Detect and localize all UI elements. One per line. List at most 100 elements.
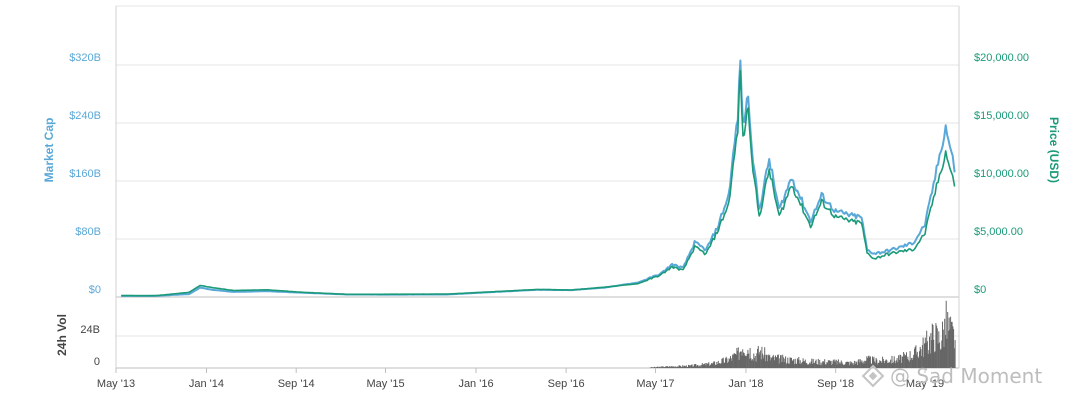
volume-bar [660,367,662,368]
volume-bar [754,358,756,368]
volume-bar [907,356,909,368]
volume-bar [777,354,779,368]
volume-bar [761,346,763,368]
volume-bar [904,355,906,368]
volume-bar [949,329,951,368]
volume-bar [764,361,766,368]
volume-bar [692,366,694,368]
volume-bar [722,357,724,368]
volume-bar [681,366,683,368]
volume-bar [701,365,703,368]
volume-bar [920,349,922,368]
volume-bar [689,365,691,368]
volume-bar [746,354,748,368]
volume-bar [947,330,949,368]
volume-bar [696,366,697,368]
volume-bar [828,360,830,368]
volume-bar [676,367,678,368]
volume-bar [666,366,668,368]
volume-bar [809,363,811,368]
volume-bar [898,359,900,368]
volume-bar [654,367,656,368]
volume-bar [822,361,824,368]
volume-bar [806,363,808,368]
volume-bar [704,363,706,368]
volume-bar [702,364,704,368]
volume-bar [820,362,822,368]
volume-bar [724,362,726,368]
volume-bar [669,367,671,368]
volume-bar [669,366,671,368]
volume-bar [874,361,876,368]
volume-bar [769,354,771,368]
volume-bar [675,366,677,368]
market-cap-tick-label: $0 [89,284,101,296]
volume-bar [674,367,676,368]
price-tick-label: $15,000.00 [974,110,1029,122]
volume-bar [899,354,901,368]
volume-bar [931,323,933,368]
volume-bar [673,366,675,368]
x-tick-label: Sep '14 [278,378,315,390]
volume-bar [767,361,769,368]
volume-bar [728,358,730,368]
volume-bar [677,366,679,368]
volume-bar [801,361,803,368]
volume-bar [854,364,856,368]
volume-bar [774,360,776,368]
price-tick-label: $20,000.00 [974,52,1029,64]
volume-bar [750,358,752,368]
volume-bar [860,362,862,368]
volume-bar [923,357,925,368]
volume-bar [936,325,938,368]
volume-bar [933,352,935,368]
volume-bar [741,355,743,368]
volume-bar [780,355,782,368]
volume-bar [941,340,943,368]
volume-bar [849,361,851,368]
volume-bar [688,364,689,368]
volume-bar [657,366,659,368]
volume-bar [862,363,863,368]
volume-bar [759,352,761,368]
volume-bar [832,359,834,368]
volume-bar [686,367,688,368]
volume-bar [867,356,869,368]
volume-bar [730,356,731,368]
volume-bar [846,361,847,368]
volume-bar [942,321,943,368]
volume-bar [755,361,757,368]
volume-bar [834,359,836,368]
volume-bar [764,347,766,368]
volume-bar [719,363,721,368]
volume-bar [927,353,929,368]
volume-bar [843,364,845,368]
volume-bar [925,342,927,368]
volume-bar [900,355,902,368]
volume-bar [916,351,918,368]
volume-bar [658,367,660,368]
volume-bar [730,358,732,368]
volume-bar [921,355,923,368]
volume-bar [785,356,787,368]
volume-bar [887,363,889,368]
volume-bar [889,362,891,368]
volume-bar [910,359,912,368]
volume-bar [793,359,795,368]
volume-bar [874,362,876,368]
volume-bar [663,367,665,368]
volume-bar [895,363,897,368]
volume-tick-label: 24B [80,324,100,336]
volume-bar [661,366,663,368]
volume-bar [812,359,814,368]
volume-bar [805,362,807,368]
volume-bar [855,361,857,368]
volume-bar [744,355,746,368]
volume-bar [694,364,696,368]
volume-bar [775,355,776,368]
volume-bar [735,354,736,368]
volume-bar [789,357,791,368]
volume-bar [835,359,837,368]
volume-bar [682,366,684,368]
volume-bar [832,363,834,368]
